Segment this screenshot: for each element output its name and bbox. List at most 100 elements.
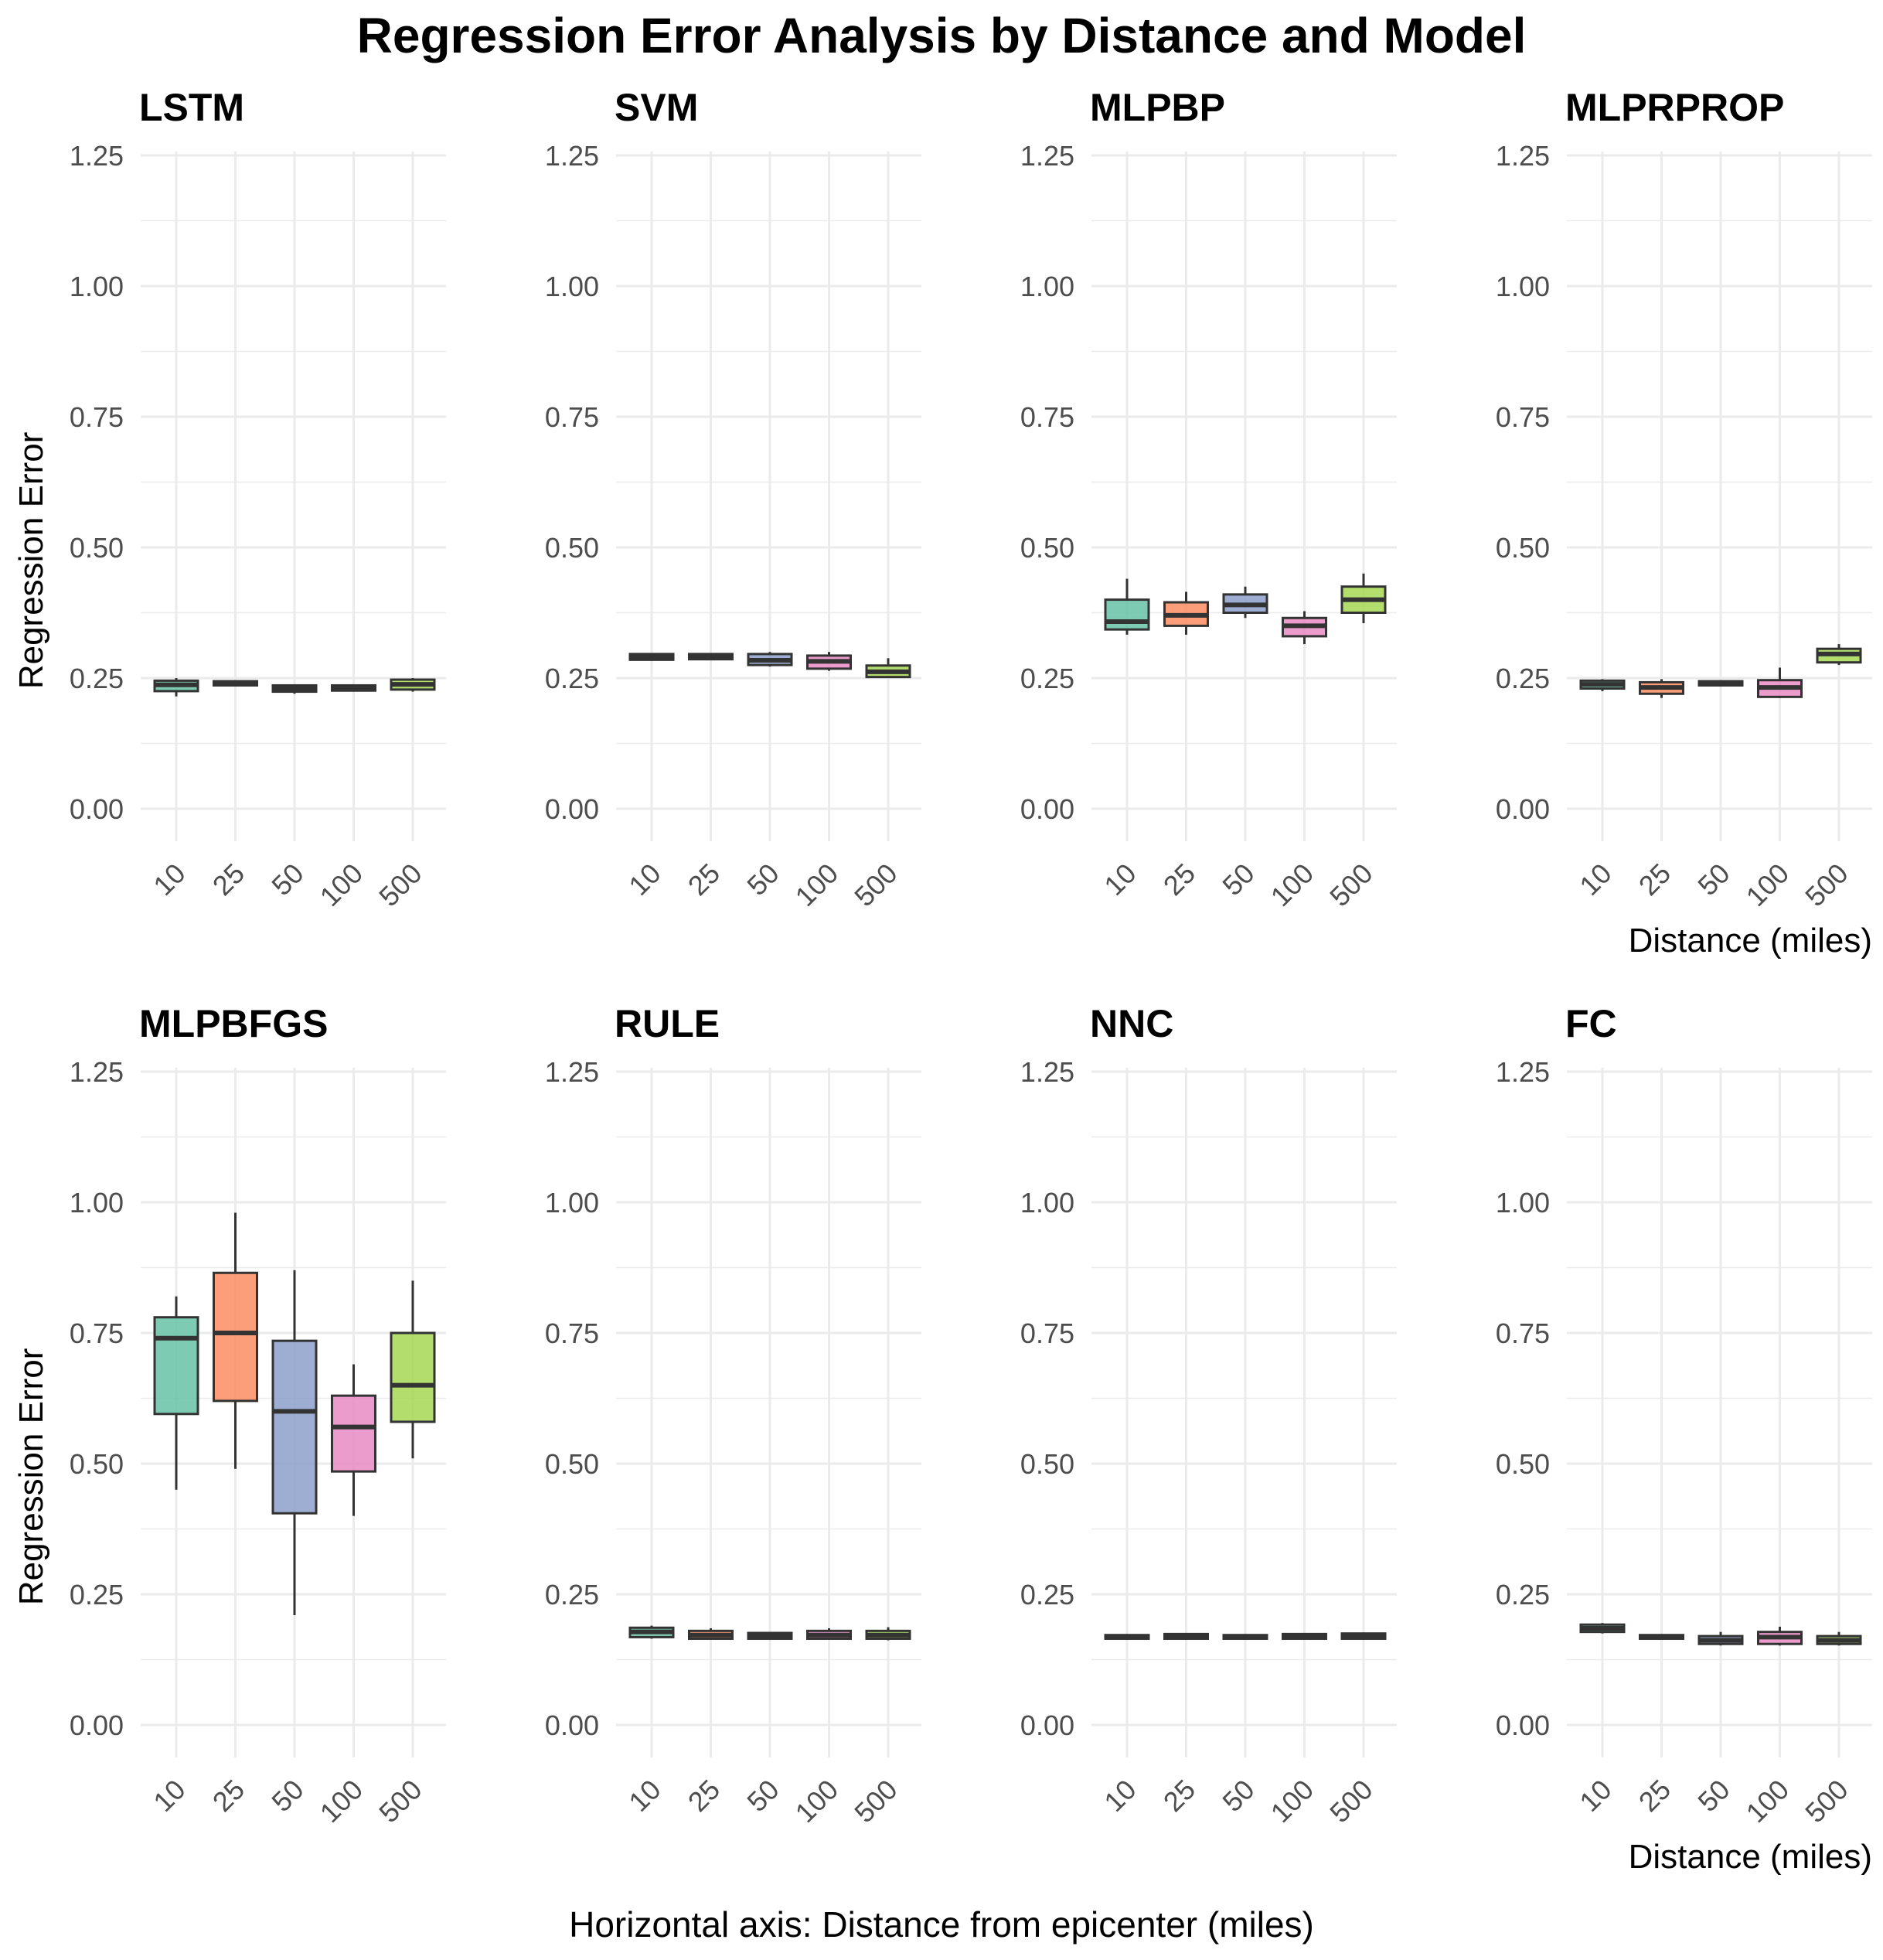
panel-rule: RULE 0.00 0.25 0.50 0.75 1.00 1.25 10 25 50 100 500: [545, 1002, 921, 1829]
x-tick-label: 500: [1799, 857, 1854, 912]
x-tick-label: 10: [1098, 1774, 1142, 1818]
x-tick-label: 25: [1157, 1774, 1201, 1818]
y-tick-label: 0.25: [1020, 1579, 1074, 1611]
y-tick-label: 1.00: [545, 271, 599, 302]
x-tick-label: 50: [265, 1774, 309, 1818]
y-tick-label: 0.75: [1020, 1317, 1074, 1349]
box-100: [1282, 1632, 1327, 1640]
panel-mlprprop: MLPRPROP 0.00 0.25 0.50 0.75 1.00 1.25 10 25 50 10…: [1496, 86, 1872, 960]
box-100: [1282, 611, 1327, 645]
y-tick-label: 1.00: [545, 1187, 599, 1219]
y-axis-label: Regression Error: [12, 1348, 50, 1606]
box-500: [1816, 1631, 1862, 1646]
x-tick-label: 10: [1573, 1774, 1617, 1818]
x-tick-label: 25: [682, 857, 726, 902]
x-tick-label: 100: [1265, 857, 1319, 912]
x-tick-label: 100: [314, 857, 369, 912]
box-50: [747, 652, 793, 667]
x-tick-label: 50: [741, 857, 785, 902]
box-100: [1757, 667, 1803, 698]
panel-title: LSTM: [139, 86, 244, 129]
y-tick-label: 0.00: [1496, 1709, 1550, 1741]
panel-title: NNC: [1090, 1002, 1173, 1045]
x-tick-label: 100: [1740, 857, 1795, 912]
box-10: [628, 653, 675, 661]
box-10: [1104, 1634, 1150, 1640]
box-25: [1163, 1632, 1209, 1640]
panel-svm: SVM 0.00 0.25 0.50 0.75 1.00 1.25 10 25 50 100 500: [545, 86, 921, 912]
y-tick-label: 0.25: [70, 1579, 124, 1611]
box-50: [1222, 1634, 1268, 1640]
x-tick-label: 10: [147, 1774, 191, 1818]
box-10: [1579, 679, 1626, 691]
box-10: [1579, 1623, 1626, 1634]
y-tick-label: 1.00: [1020, 271, 1074, 302]
box-10: [153, 1296, 199, 1490]
x-tick-label: 500: [1323, 857, 1378, 912]
y-tick-label: 0.25: [1496, 663, 1550, 694]
y-tick-label: 0.50: [1020, 532, 1074, 564]
box-500: [1340, 1632, 1387, 1640]
box-50: [747, 1631, 793, 1640]
y-tick-label: 0.75: [1496, 401, 1550, 433]
y-tick-label: 1.00: [1020, 1187, 1074, 1219]
x-tick-label: 25: [206, 857, 250, 902]
y-tick-label: 1.25: [1496, 140, 1550, 172]
x-tick-label: 10: [622, 857, 666, 902]
box-25: [688, 1628, 734, 1640]
x-tick-label: 50: [741, 1774, 785, 1818]
panel-title: FC: [1565, 1002, 1617, 1045]
y-tick-label: 1.00: [70, 271, 124, 302]
y-tick-label: 1.25: [70, 1056, 124, 1088]
x-tick-label: 500: [373, 1774, 427, 1829]
y-tick-label: 0.50: [70, 1448, 124, 1480]
panel-mlpbfgs: MLPBFGS 0.00 0.25 0.50 0.75 1.00 1.25 10 25 50 100…: [12, 1002, 446, 1829]
panel-title: RULE: [615, 1002, 720, 1045]
panel-fc: FC 0.00 0.25 0.50 0.75 1.00 1.25 10 25 50 100 500 Di…: [1496, 1002, 1872, 1876]
x-tick-label: 50: [1216, 857, 1260, 902]
panel-mlpbp: MLPBP 0.00 0.25 0.50 0.75 1.00 1.25 10 25 50 100 50…: [1020, 86, 1397, 912]
y-tick-label: 1.00: [1496, 271, 1550, 302]
box-500: [1340, 573, 1387, 624]
x-tick-label: 50: [1691, 857, 1735, 902]
x-tick-label: 10: [147, 857, 191, 902]
panel-title: MLPRPROP: [1565, 86, 1784, 129]
panel-title: MLPBFGS: [139, 1002, 328, 1045]
y-tick-label: 0.25: [545, 1579, 599, 1611]
y-tick-label: 0.25: [1496, 1579, 1550, 1611]
x-tick-label: 100: [314, 1774, 369, 1829]
box-25: [1639, 679, 1684, 698]
x-axis-label: Distance (miles): [1629, 1838, 1872, 1876]
chart-caption: Horizontal axis: Distance from epicenter…: [569, 1904, 1314, 1945]
box-25: [213, 680, 258, 687]
box-25: [213, 1212, 258, 1469]
y-tick-label: 0.75: [545, 401, 599, 433]
y-axis-label: Regression Error: [12, 432, 50, 690]
x-tick-label: 100: [789, 857, 844, 912]
panel-lstm: LSTM 0.00 0.25 0.50 0.75 1.00 1.25 10 25 50 100 500…: [12, 86, 446, 912]
box-50: [271, 1270, 318, 1616]
x-tick-label: 10: [622, 1774, 666, 1818]
y-tick-label: 0.50: [1496, 532, 1550, 564]
x-tick-label: 50: [265, 857, 309, 902]
x-tick-label: 100: [1740, 1774, 1795, 1829]
y-tick-label: 1.25: [545, 140, 599, 172]
y-tick-label: 0.50: [545, 1448, 599, 1480]
y-tick-label: 0.50: [545, 532, 599, 564]
box-100: [1757, 1626, 1803, 1646]
y-tick-label: 0.00: [70, 1709, 124, 1741]
box-500: [390, 1280, 436, 1459]
box-50: [1697, 1631, 1744, 1646]
x-tick-label: 25: [1633, 1774, 1677, 1818]
y-tick-label: 0.00: [1020, 1709, 1074, 1741]
y-tick-label: 1.00: [70, 1187, 124, 1219]
x-tick-label: 500: [373, 857, 427, 912]
box-25: [1639, 1634, 1684, 1640]
box-25: [688, 653, 734, 661]
box-iqr: [153, 1316, 199, 1416]
y-tick-label: 1.25: [70, 140, 124, 172]
y-tick-label: 0.75: [1020, 401, 1074, 433]
y-tick-label: 0.00: [545, 793, 599, 825]
